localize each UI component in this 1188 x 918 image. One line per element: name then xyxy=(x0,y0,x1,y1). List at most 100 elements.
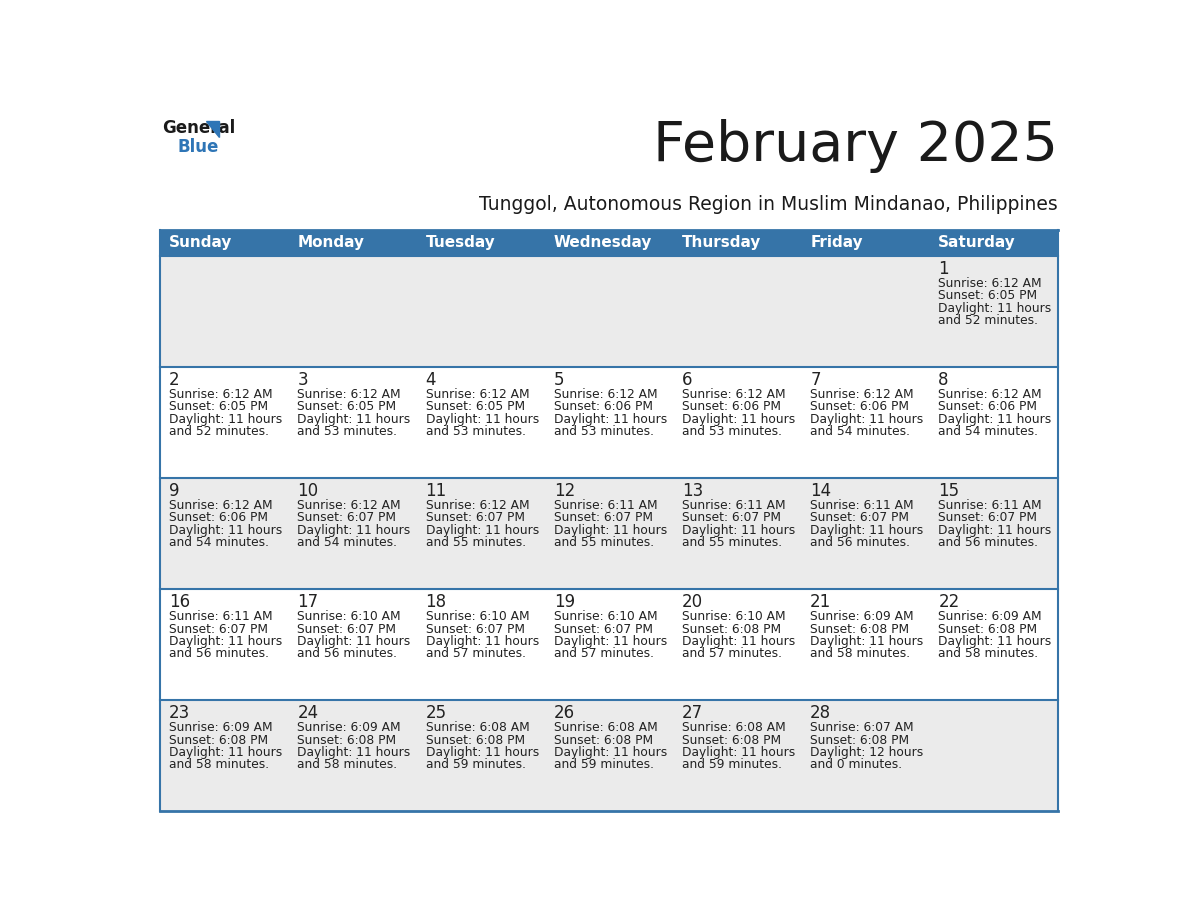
Text: Sunset: 6:08 PM: Sunset: 6:08 PM xyxy=(939,622,1037,635)
Text: Sunset: 6:08 PM: Sunset: 6:08 PM xyxy=(810,622,909,635)
Bar xyxy=(289,700,417,811)
Text: and 55 minutes.: and 55 minutes. xyxy=(425,536,525,549)
Text: Daylight: 11 hours: Daylight: 11 hours xyxy=(297,745,411,758)
Text: Sunrise: 6:10 AM: Sunrise: 6:10 AM xyxy=(554,610,657,623)
Text: and 58 minutes.: and 58 minutes. xyxy=(939,647,1038,660)
Text: and 53 minutes.: and 53 minutes. xyxy=(682,425,782,438)
Text: 17: 17 xyxy=(297,593,318,611)
Text: Daylight: 11 hours: Daylight: 11 hours xyxy=(169,412,283,426)
Text: Daylight: 11 hours: Daylight: 11 hours xyxy=(554,412,666,426)
Text: Sunrise: 6:10 AM: Sunrise: 6:10 AM xyxy=(297,610,400,623)
Text: 1: 1 xyxy=(939,261,949,278)
Text: and 54 minutes.: and 54 minutes. xyxy=(939,425,1038,438)
Text: Sunset: 6:06 PM: Sunset: 6:06 PM xyxy=(554,400,652,413)
Text: 26: 26 xyxy=(554,704,575,722)
Text: and 58 minutes.: and 58 minutes. xyxy=(297,758,398,771)
Text: Daylight: 11 hours: Daylight: 11 hours xyxy=(682,634,795,648)
Text: 5: 5 xyxy=(554,372,564,389)
Bar xyxy=(929,477,1057,588)
Text: Sunrise: 6:11 AM: Sunrise: 6:11 AM xyxy=(810,499,914,512)
Text: Sunrise: 6:12 AM: Sunrise: 6:12 AM xyxy=(297,388,400,401)
Text: Sunset: 6:05 PM: Sunset: 6:05 PM xyxy=(297,400,397,413)
Bar xyxy=(929,588,1057,700)
Bar xyxy=(160,700,289,811)
Bar xyxy=(672,366,801,477)
Text: Daylight: 11 hours: Daylight: 11 hours xyxy=(169,745,283,758)
Bar xyxy=(417,477,545,588)
Text: and 57 minutes.: and 57 minutes. xyxy=(682,647,782,660)
Text: and 56 minutes.: and 56 minutes. xyxy=(169,647,270,660)
Text: and 57 minutes.: and 57 minutes. xyxy=(554,647,653,660)
Text: Sunset: 6:08 PM: Sunset: 6:08 PM xyxy=(682,733,781,746)
Text: Sunset: 6:05 PM: Sunset: 6:05 PM xyxy=(169,400,268,413)
Text: Sunset: 6:05 PM: Sunset: 6:05 PM xyxy=(939,289,1037,302)
Text: Daylight: 12 hours: Daylight: 12 hours xyxy=(810,745,923,758)
Text: Friday: Friday xyxy=(810,235,862,250)
Text: Sunrise: 6:09 AM: Sunrise: 6:09 AM xyxy=(297,722,400,734)
Bar xyxy=(160,230,1057,256)
Text: Sunrise: 6:09 AM: Sunrise: 6:09 AM xyxy=(169,722,273,734)
Text: Sunrise: 6:12 AM: Sunrise: 6:12 AM xyxy=(554,388,657,401)
Text: Sunrise: 6:10 AM: Sunrise: 6:10 AM xyxy=(682,610,785,623)
Text: and 56 minutes.: and 56 minutes. xyxy=(810,536,910,549)
Text: Sunrise: 6:08 AM: Sunrise: 6:08 AM xyxy=(682,722,785,734)
Text: Wednesday: Wednesday xyxy=(554,235,652,250)
Text: 8: 8 xyxy=(939,372,949,389)
Text: Sunset: 6:07 PM: Sunset: 6:07 PM xyxy=(297,622,397,635)
Text: Sunset: 6:08 PM: Sunset: 6:08 PM xyxy=(554,733,653,746)
Text: Sunset: 6:06 PM: Sunset: 6:06 PM xyxy=(939,400,1037,413)
Text: Sunrise: 6:09 AM: Sunrise: 6:09 AM xyxy=(939,610,1042,623)
Text: 24: 24 xyxy=(297,704,318,722)
Text: and 54 minutes.: and 54 minutes. xyxy=(169,536,270,549)
Text: Sunrise: 6:09 AM: Sunrise: 6:09 AM xyxy=(810,610,914,623)
Text: Sunset: 6:07 PM: Sunset: 6:07 PM xyxy=(169,622,268,635)
Text: 22: 22 xyxy=(939,593,960,611)
Text: Daylight: 11 hours: Daylight: 11 hours xyxy=(169,634,283,648)
Text: 23: 23 xyxy=(169,704,190,722)
Bar xyxy=(672,256,801,366)
Bar xyxy=(545,588,672,700)
Text: Sunset: 6:08 PM: Sunset: 6:08 PM xyxy=(425,733,525,746)
Text: and 54 minutes.: and 54 minutes. xyxy=(297,536,397,549)
Text: Daylight: 11 hours: Daylight: 11 hours xyxy=(297,523,411,537)
Text: Daylight: 11 hours: Daylight: 11 hours xyxy=(810,412,923,426)
Text: Sunset: 6:07 PM: Sunset: 6:07 PM xyxy=(425,511,525,524)
Text: Sunrise: 6:08 AM: Sunrise: 6:08 AM xyxy=(425,722,530,734)
Bar xyxy=(929,256,1057,366)
Bar xyxy=(929,700,1057,811)
Text: 12: 12 xyxy=(554,482,575,500)
Text: Sunset: 6:07 PM: Sunset: 6:07 PM xyxy=(554,511,652,524)
Text: 9: 9 xyxy=(169,482,179,500)
Text: 3: 3 xyxy=(297,372,308,389)
Text: Daylight: 11 hours: Daylight: 11 hours xyxy=(682,412,795,426)
Text: and 59 minutes.: and 59 minutes. xyxy=(425,758,525,771)
Text: Sunrise: 6:12 AM: Sunrise: 6:12 AM xyxy=(939,388,1042,401)
Text: Sunset: 6:08 PM: Sunset: 6:08 PM xyxy=(682,622,781,635)
Bar xyxy=(160,477,289,588)
Text: and 0 minutes.: and 0 minutes. xyxy=(810,758,902,771)
Text: and 53 minutes.: and 53 minutes. xyxy=(297,425,397,438)
Text: 28: 28 xyxy=(810,704,832,722)
Text: Daylight: 11 hours: Daylight: 11 hours xyxy=(297,634,411,648)
Text: Sunrise: 6:11 AM: Sunrise: 6:11 AM xyxy=(169,610,273,623)
Text: and 58 minutes.: and 58 minutes. xyxy=(810,647,910,660)
Text: 25: 25 xyxy=(425,704,447,722)
Text: Daylight: 11 hours: Daylight: 11 hours xyxy=(425,412,539,426)
Bar xyxy=(289,256,417,366)
Bar xyxy=(545,700,672,811)
Text: and 56 minutes.: and 56 minutes. xyxy=(297,647,397,660)
Text: General: General xyxy=(162,119,235,138)
Text: Daylight: 11 hours: Daylight: 11 hours xyxy=(810,523,923,537)
Text: 2: 2 xyxy=(169,372,179,389)
Bar xyxy=(160,588,289,700)
Text: Daylight: 11 hours: Daylight: 11 hours xyxy=(682,523,795,537)
Text: Tuesday: Tuesday xyxy=(425,235,495,250)
Bar xyxy=(545,256,672,366)
Text: Daylight: 11 hours: Daylight: 11 hours xyxy=(554,634,666,648)
Text: 20: 20 xyxy=(682,593,703,611)
Text: Daylight: 11 hours: Daylight: 11 hours xyxy=(169,523,283,537)
Text: and 58 minutes.: and 58 minutes. xyxy=(169,758,270,771)
Text: Tunggol, Autonomous Region in Muslim Mindanao, Philippines: Tunggol, Autonomous Region in Muslim Min… xyxy=(479,195,1057,214)
Text: 21: 21 xyxy=(810,593,832,611)
Bar xyxy=(801,588,929,700)
